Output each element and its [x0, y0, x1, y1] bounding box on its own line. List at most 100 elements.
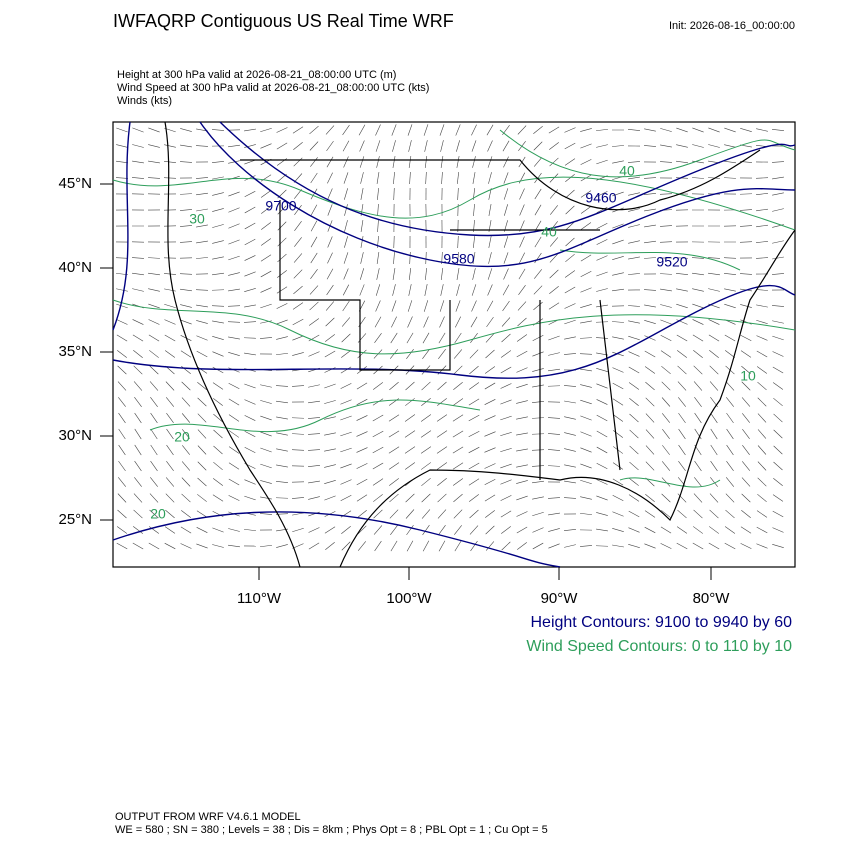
wind-barb	[612, 239, 624, 245]
wind-barb	[166, 444, 174, 456]
wind-barb	[118, 460, 126, 472]
wind-barb	[164, 526, 176, 534]
wind-barb	[377, 188, 379, 200]
wind-barb	[726, 460, 734, 472]
speed-label: 40	[619, 163, 635, 179]
wind-barb	[359, 156, 365, 168]
wind-barb	[294, 205, 302, 215]
wind-barb	[260, 238, 272, 246]
wind-barb	[325, 125, 335, 135]
wind-barb	[726, 428, 734, 440]
wind-barb	[163, 177, 177, 179]
wind-barb	[372, 398, 384, 406]
wind-barb	[118, 412, 126, 424]
wind-barb	[532, 384, 544, 388]
wind-barb	[406, 524, 414, 536]
wind-barb	[580, 206, 592, 214]
wind-barb	[516, 526, 528, 534]
wind-barb	[292, 302, 304, 310]
wind-barb	[772, 335, 784, 341]
wind-barb	[276, 480, 288, 484]
wind-barb	[518, 268, 526, 280]
wind-barb	[660, 144, 672, 148]
wind-barb	[196, 350, 208, 358]
wind-barb	[421, 477, 431, 487]
wind-barb	[580, 222, 592, 230]
wind-barb	[277, 270, 287, 278]
wind-barb	[547, 497, 561, 499]
wind-barb	[211, 129, 225, 131]
wind-barb	[228, 288, 240, 292]
wind-barb	[180, 543, 192, 549]
wind-barb	[500, 447, 512, 453]
wind-barb	[612, 145, 624, 147]
wind-barb	[292, 527, 304, 533]
wind-barb	[549, 286, 559, 294]
wind-barb	[596, 462, 608, 470]
wind-barb	[580, 320, 592, 324]
wind-barb	[517, 317, 527, 327]
wind-barb	[179, 193, 193, 195]
wind-barb	[164, 303, 176, 309]
wind-barb	[228, 191, 240, 197]
wind-barb	[340, 399, 352, 405]
wind-barb	[134, 397, 142, 407]
wind-barb	[469, 365, 479, 375]
wind-barb	[165, 381, 175, 391]
wind-barb	[564, 400, 576, 404]
wind-barb	[548, 352, 560, 356]
wind-barb	[437, 493, 447, 503]
wind-barb	[405, 398, 415, 406]
wind-barb	[260, 320, 272, 324]
wind-barb	[437, 398, 447, 406]
wind-barb	[213, 398, 223, 406]
wind-barb	[180, 319, 192, 325]
wind-barb	[212, 336, 224, 340]
wind-barb	[756, 350, 768, 358]
wind-barb	[179, 225, 193, 227]
wind-barb	[164, 334, 176, 342]
wind-barb	[326, 268, 334, 280]
wind-barb	[291, 497, 305, 499]
wind-barb	[533, 125, 543, 135]
wind-barb	[628, 224, 640, 228]
wind-barb	[228, 144, 240, 148]
wind-barb	[309, 301, 319, 311]
wind-barb	[179, 161, 193, 163]
wind-barb	[692, 160, 704, 164]
wind-barb	[212, 161, 224, 163]
wind-barb	[228, 462, 240, 470]
wind-barb	[516, 367, 528, 373]
wind-barb	[308, 527, 320, 533]
wind-barb	[501, 526, 511, 534]
wind-barb	[228, 446, 240, 454]
wind-barb	[596, 479, 608, 485]
wind-barb	[548, 543, 560, 549]
wind-barb	[756, 224, 768, 228]
wind-barb	[342, 140, 350, 152]
wind-barb	[392, 268, 396, 280]
wind-barb	[503, 252, 509, 264]
wind-barb	[517, 542, 527, 550]
lon-label: 110°W	[237, 590, 282, 607]
wind-barb	[373, 382, 383, 390]
wind-barb	[611, 321, 625, 323]
wind-barb	[565, 237, 575, 247]
wind-barb	[596, 191, 608, 197]
wind-barb	[196, 192, 208, 196]
wind-barb	[677, 381, 687, 391]
wind-barb	[197, 413, 207, 423]
wind-barb	[244, 304, 256, 308]
wind-barb	[293, 141, 303, 151]
wind-barb	[740, 543, 752, 549]
wind-barb	[228, 207, 240, 213]
wind-barb	[244, 528, 256, 532]
wind-barb	[532, 527, 544, 533]
wind-barb	[485, 333, 495, 343]
wind-barb	[164, 319, 176, 325]
wind-barb	[277, 205, 287, 215]
wind-barb	[118, 397, 126, 407]
wind-barb	[133, 381, 143, 391]
wind-barb	[612, 223, 624, 229]
